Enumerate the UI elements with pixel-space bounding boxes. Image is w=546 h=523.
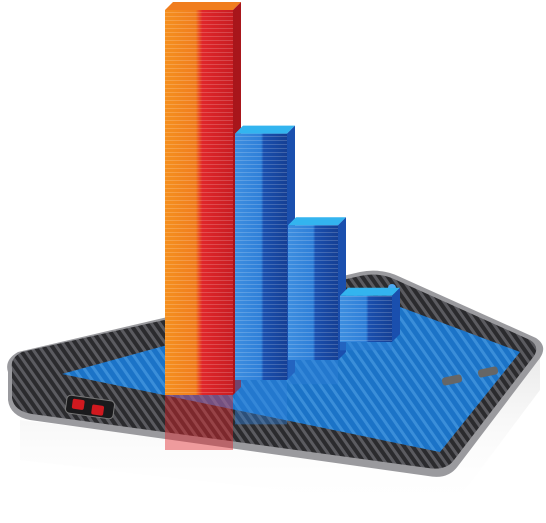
bar-1 bbox=[165, 2, 241, 450]
bar-reflection bbox=[340, 342, 392, 351]
bar-texture bbox=[235, 133, 287, 380]
bar-top bbox=[165, 2, 241, 10]
bar-texture bbox=[288, 225, 338, 360]
bar-side bbox=[392, 287, 400, 342]
bar-chart-3d bbox=[165, 2, 400, 450]
bar-top bbox=[288, 217, 346, 226]
bar-top bbox=[235, 125, 295, 134]
bar-4 bbox=[340, 287, 400, 351]
bar-texture bbox=[165, 10, 233, 395]
bar-texture bbox=[340, 295, 392, 342]
bar-2 bbox=[235, 125, 295, 425]
red-button-icon bbox=[64, 394, 116, 420]
side-buttons-icon bbox=[441, 366, 499, 386]
bar-3 bbox=[288, 217, 346, 385]
bar-top bbox=[340, 287, 400, 296]
bar-reflection bbox=[165, 395, 233, 450]
bar-reflection bbox=[235, 380, 287, 425]
bar-reflection bbox=[288, 360, 338, 385]
